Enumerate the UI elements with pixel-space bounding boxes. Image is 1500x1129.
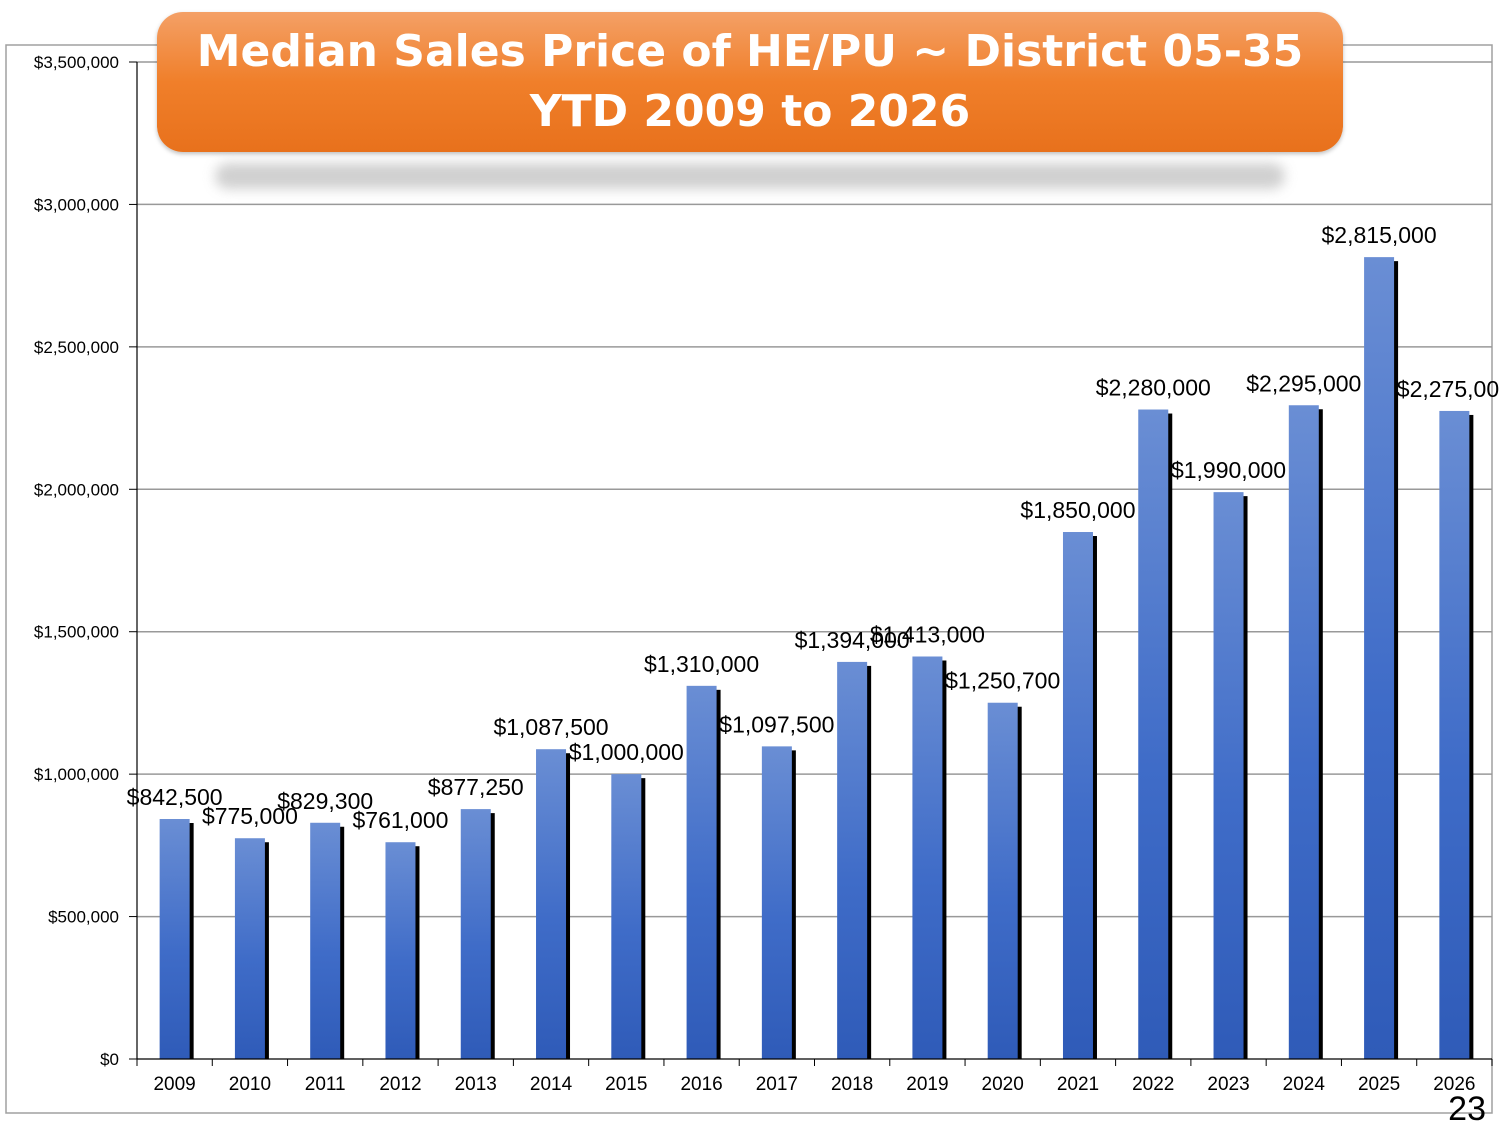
data-label: $2,275,000 — [1397, 376, 1500, 402]
x-tick-label: 2011 — [305, 1074, 346, 1095]
data-label: $1,087,500 — [493, 714, 608, 740]
x-tick-label: 2023 — [1207, 1074, 1249, 1095]
bar — [1138, 409, 1169, 1059]
data-label: $2,295,000 — [1246, 370, 1361, 396]
data-label: $1,250,700 — [945, 668, 1060, 694]
data-label: $1,097,500 — [719, 711, 834, 737]
x-tick-label: 2012 — [379, 1074, 421, 1095]
bar — [460, 809, 491, 1059]
x-tick-label: 2020 — [982, 1074, 1024, 1095]
bar — [912, 656, 943, 1059]
y-tick-label: $3,000,000 — [34, 195, 119, 214]
data-label: $2,280,000 — [1096, 375, 1211, 401]
x-tick-label: 2026 — [1433, 1074, 1475, 1095]
data-label: $842,500 — [127, 784, 223, 810]
y-tick-label: $1,500,000 — [34, 623, 119, 642]
x-tick-label: 2022 — [1132, 1074, 1174, 1095]
bar — [611, 774, 642, 1059]
y-tick-label: $0 — [100, 1050, 119, 1069]
x-tick-label: 2015 — [605, 1074, 647, 1095]
bar — [1213, 492, 1244, 1059]
page-number: 23 — [1448, 1090, 1486, 1128]
bar — [536, 749, 567, 1059]
x-tick-label: 2013 — [455, 1074, 497, 1095]
x-tick-label: 2021 — [1057, 1074, 1099, 1095]
data-label: $829,300 — [277, 788, 373, 814]
x-tick-label: 2025 — [1358, 1074, 1400, 1095]
x-tick-label: 2018 — [831, 1074, 873, 1095]
x-tick-label: 2017 — [756, 1074, 798, 1095]
data-label: $1,990,000 — [1171, 457, 1286, 483]
chart-frame — [5, 44, 1493, 1114]
bar — [987, 702, 1018, 1059]
y-tick-label: $2,500,000 — [34, 338, 119, 357]
data-label: $761,000 — [353, 807, 449, 833]
bar — [686, 685, 717, 1059]
bar — [310, 822, 341, 1059]
chart-title: Median Sales Price of HE/PU ~ District 0… — [196, 26, 1304, 77]
bar — [234, 838, 265, 1059]
axes: $0 $500,000 $1,000,000 $1,500,000 $2,000,000… — [34, 53, 1493, 1095]
bar — [1288, 405, 1319, 1059]
data-labels: $842,500$775,000$829,300$761,000 $877,250… — [127, 222, 1500, 833]
x-tick-label: 2009 — [153, 1074, 195, 1095]
y-tick-label: $3,500,000 — [34, 53, 119, 72]
bar — [761, 746, 792, 1059]
x-tick-label: 2019 — [906, 1074, 948, 1095]
bar — [1062, 532, 1093, 1059]
data-label: $1,000,000 — [569, 739, 684, 765]
y-tick-label: $1,000,000 — [34, 765, 119, 784]
chart-title-banner: Median Sales Price of HE/PU ~ District 0… — [157, 12, 1343, 152]
y-tick-label: $500,000 — [48, 908, 119, 927]
data-label: $1,413,000 — [870, 621, 985, 647]
bars — [159, 257, 1474, 1059]
x-tick-label: 2014 — [530, 1074, 573, 1095]
data-label: $775,000 — [202, 803, 298, 829]
bar — [159, 819, 190, 1059]
bar — [385, 842, 416, 1059]
bar — [1439, 410, 1470, 1059]
bar — [837, 661, 868, 1059]
x-tick-label: 2016 — [680, 1074, 722, 1095]
data-label: $1,850,000 — [1020, 497, 1135, 523]
chart-subtitle: YTD 2009 to 2026 — [529, 86, 971, 137]
data-label: $1,310,000 — [644, 651, 759, 677]
title-shadow — [215, 163, 1285, 189]
y-tick-label: $2,000,000 — [34, 480, 119, 499]
data-label: $877,250 — [428, 774, 524, 800]
bar — [1364, 257, 1395, 1059]
x-tick-label: 2010 — [229, 1074, 271, 1095]
data-label: $1,394,000 — [795, 627, 910, 653]
data-label: $2,815,000 — [1322, 222, 1437, 248]
x-tick-label: 2024 — [1283, 1074, 1326, 1095]
